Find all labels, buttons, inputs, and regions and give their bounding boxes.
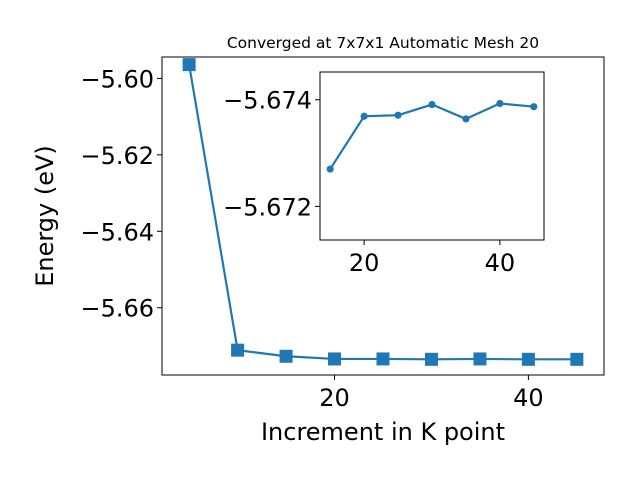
main-data-point — [521, 352, 535, 366]
main-data-point — [570, 352, 584, 366]
inset-plot-area: 20 40 −5.674−5.672 — [223, 71, 545, 277]
main-x-axis: 20 40 — [319, 375, 544, 412]
main-data-point — [328, 352, 342, 366]
main-y-axis: −5.60 −5.62 −5.64 −5.66 — [80, 65, 162, 323]
main-data-point — [473, 352, 487, 366]
main-data-point — [279, 349, 293, 363]
main-y-tick-label: −5.64 — [80, 218, 154, 246]
main-data-point — [376, 352, 390, 366]
inset-y-axis: −5.674 −5.672 — [223, 87, 320, 221]
inset-y-tick-label: −5.674 — [223, 87, 312, 115]
inset-data-point — [326, 165, 334, 173]
main-y-tick-label: −5.60 — [80, 65, 154, 93]
main-axes-frame — [161, 56, 605, 376]
inset-data-point — [360, 112, 368, 120]
inset-x-tick-label: 20 — [349, 249, 380, 277]
main-plot-area: 20 40 −5.60−5.62−5.64−5.66 — [80, 56, 605, 412]
inset-y-tick-label: −5.672 — [223, 193, 312, 221]
main-x-tick-label: 20 — [319, 384, 350, 412]
main-data-point — [231, 343, 245, 357]
chart-title: Converged at 7x7x1 Automatic Mesh 20 — [227, 34, 539, 52]
main-y-tick-label: −5.62 — [80, 142, 154, 170]
inset-x-axis: 20 40 — [349, 240, 515, 277]
inset-series-group — [326, 99, 538, 173]
inset-data-point — [530, 103, 538, 111]
main-series-group — [182, 58, 584, 366]
inset-data-point — [496, 99, 504, 108]
inset-data-point — [394, 111, 402, 119]
main-y-tick-label: −5.66 — [80, 295, 154, 323]
inset-background — [320, 72, 544, 240]
inset-axes-frame — [319, 71, 545, 241]
inset-data-point — [428, 100, 436, 109]
inset-x-tick-label: 40 — [485, 249, 516, 277]
main-x-tick-label: 40 — [513, 384, 544, 412]
y-axis-label: Energy (eV) — [31, 145, 59, 287]
main-data-point — [424, 352, 438, 366]
inset-data-point — [462, 115, 470, 123]
main-data-point — [182, 58, 196, 72]
x-axis-label: Increment in K point — [261, 418, 505, 446]
